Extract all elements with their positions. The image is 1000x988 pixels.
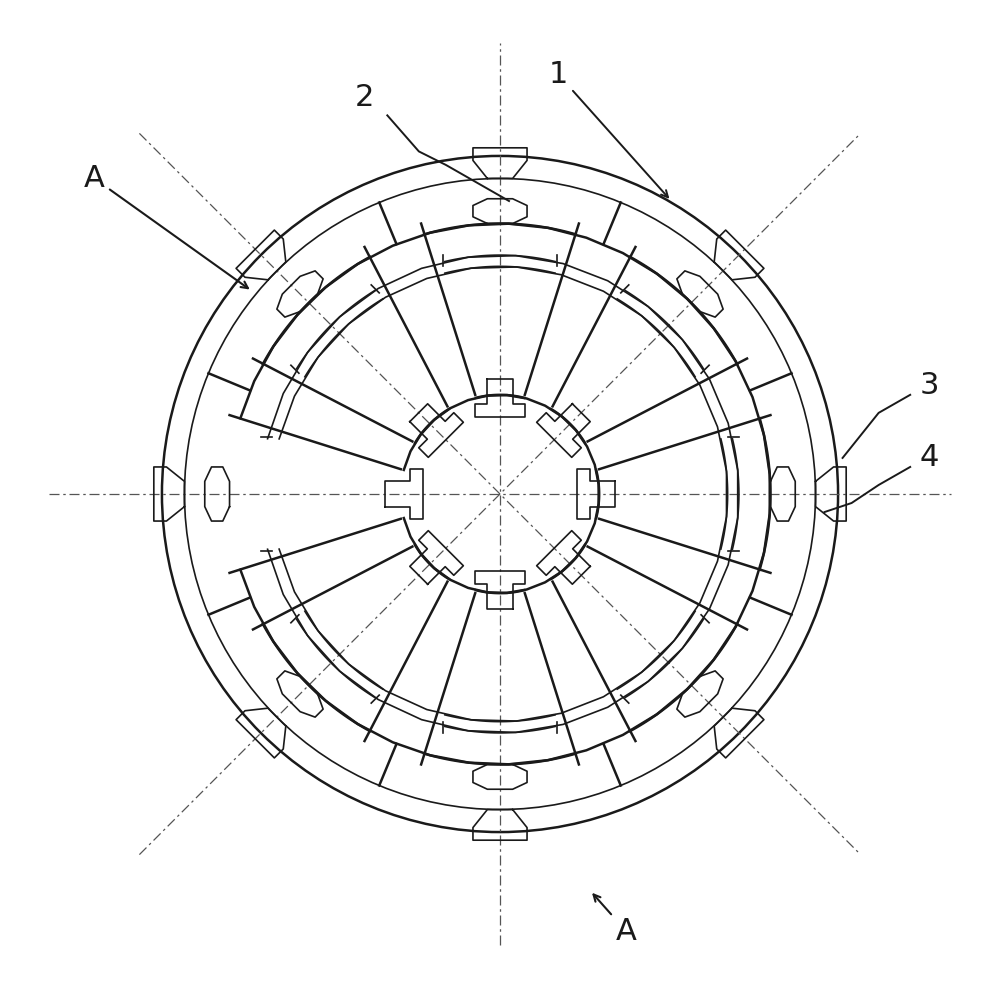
Text: 2: 2 [355,83,374,112]
Text: 1: 1 [549,60,668,198]
Text: A: A [84,164,248,288]
Text: 3: 3 [919,371,939,400]
Text: A: A [594,894,637,946]
Text: 4: 4 [919,444,939,472]
